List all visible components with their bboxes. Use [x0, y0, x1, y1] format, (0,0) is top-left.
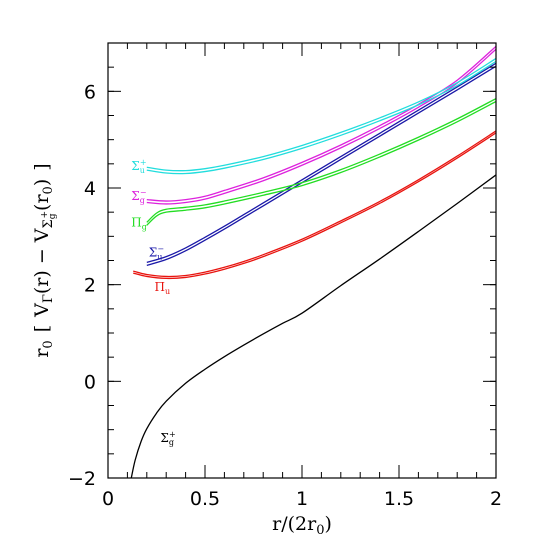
y-axis-title-open: [: [31, 325, 53, 332]
series-line-sigma_g_plus: [130, 174, 496, 478]
y-axis-title: r0[VΓ(r) − VΣg+(r0)]: [31, 163, 58, 357]
y-tick-label: 6: [84, 81, 96, 103]
series-line-pi_g-1: [146, 100, 496, 226]
plot-frame: [107, 42, 497, 479]
series-line-sigma_u_minus-2: [146, 62, 496, 264]
y-axis-title-close: ]: [31, 163, 53, 170]
series-label-pi_g: Πg: [131, 216, 147, 232]
y-tick-label: 0: [84, 371, 96, 393]
x-tick-label: 0: [102, 488, 114, 510]
y-axis-title-v2-sub-main: Σ: [41, 219, 56, 228]
series-line-sigma_g_minus-1: [146, 48, 496, 205]
series-label-sigma_g_minus: Σg−: [131, 188, 146, 205]
x-tick-label: 0.5: [190, 488, 220, 510]
y-axis-title-v2-sub-sup: +: [40, 211, 50, 219]
y-axis-title-arg-close: ): [31, 179, 53, 186]
x-axis-title: r/(2r0): [272, 513, 332, 538]
series-line-sigma_u_plus-1: [146, 60, 496, 175]
series-labels: Σg+ Πu Σu−Πg Σg− Σu+: [131, 158, 175, 447]
y-axis-title-prefix-sub: 0: [41, 340, 56, 348]
x-tick-label: 1: [296, 488, 308, 510]
y-tick-label: 4: [84, 178, 96, 200]
y-axis-title-v2-sub-sub: g: [48, 213, 58, 219]
series-label-pi_u: Πu: [155, 280, 171, 296]
series-line-sigma_g_minus-2: [146, 45, 496, 202]
x-axis-title-sub: 0: [316, 523, 324, 538]
y-axis-title-mid: (r) − V: [31, 228, 53, 294]
x-axis-title-close: ): [324, 513, 331, 535]
y-tick-label: 2: [84, 275, 96, 297]
series-line-pi_u-1: [133, 132, 496, 280]
ticks-layer: 0 0.5 1 1.5 2 −2 0 2 4 6: [68, 42, 502, 510]
x-tick-label: 2: [490, 488, 502, 510]
x-axis-title-main: r/(2r: [272, 513, 317, 535]
y-axis-title-prefix: r: [31, 348, 53, 358]
series-line-pi_g-2: [146, 98, 496, 223]
y-axis-title-v1-sub: Γ: [41, 294, 56, 303]
y-tick-label: −2: [68, 468, 96, 490]
series-layer: [130, 45, 496, 478]
series-label-sigma_g_plus: Σg+: [160, 430, 175, 447]
series-line-sigma_u_minus-1: [146, 65, 496, 266]
series-label-sigma_u_plus: Σu+: [131, 158, 146, 175]
series-line-pi_u-2: [133, 130, 496, 278]
series-line-sigma_u_plus-2: [146, 57, 496, 172]
y-axis-title-arg-sub: 0: [41, 186, 56, 194]
y-axis-title-v1: V: [31, 303, 53, 318]
x-tick-label: 1.5: [384, 488, 414, 510]
series-label-sigma_u_minus: Σu−: [149, 245, 164, 262]
y-axis-title-arg-open: (r: [31, 194, 53, 211]
